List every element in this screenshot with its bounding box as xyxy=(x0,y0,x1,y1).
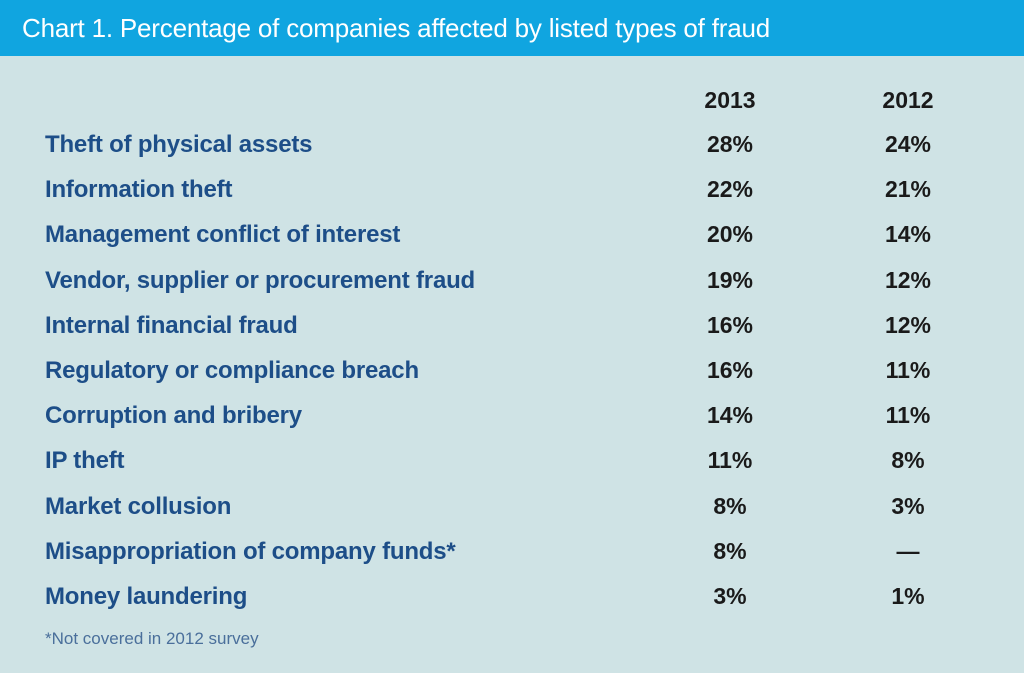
value-cell-2013: 22% xyxy=(706,176,754,202)
value-cell-2012: 12% xyxy=(884,267,932,293)
value-cell-2013: 28% xyxy=(706,131,754,157)
value-cell-2012: 21% xyxy=(884,176,932,202)
value-cell-2013: 16% xyxy=(706,312,754,338)
row-label: IP theft xyxy=(45,447,125,474)
value-cell-2012: 1% xyxy=(891,583,925,609)
row-label: Misappropriation of company funds* xyxy=(45,538,456,565)
table-row: Information theft 22% 21% xyxy=(0,176,1024,216)
table-row: Internal financial fraud 16% 12% xyxy=(0,312,1024,352)
column-header-2012: 2012 xyxy=(882,87,934,113)
value-cell-2013: 8% xyxy=(713,493,747,519)
table-row: Management conflict of interest 20% 14% xyxy=(0,221,1024,261)
value-cell-2012: 3% xyxy=(891,493,925,519)
row-label: Internal financial fraud xyxy=(45,312,298,339)
value-cell-2012: 8% xyxy=(891,447,925,473)
footnote: *Not covered in 2012 survey xyxy=(45,629,259,648)
value-cell-2012: 12% xyxy=(884,312,932,338)
value-cell-2013: 3% xyxy=(713,583,747,609)
title-bar: Chart 1. Percentage of companies affecte… xyxy=(0,0,1024,56)
table-row: IP theft 11% 8% xyxy=(0,447,1024,487)
row-label: Vendor, supplier or procurement fraud xyxy=(45,267,476,294)
value-cell-2012: — xyxy=(896,538,920,564)
row-label: Regulatory or compliance breach xyxy=(45,357,419,384)
table-row: Theft of physical assets 28% 24% xyxy=(0,131,1024,171)
value-cell-2012: 11% xyxy=(885,402,931,428)
value-cell-2013: 11% xyxy=(707,447,753,473)
table-row: Vendor, supplier or procurement fraud 19%… xyxy=(0,267,1024,307)
row-label: Money laundering xyxy=(45,583,248,610)
table-row: Misappropriation of company funds* 8% — xyxy=(0,538,1024,578)
table-row: Market collusion 8% 3% xyxy=(0,493,1024,533)
value-cell-2013: 20% xyxy=(706,221,754,247)
value-cell-2013: 19% xyxy=(706,267,754,293)
row-label: Management conflict of interest xyxy=(45,221,401,248)
row-label: Information theft xyxy=(45,176,233,203)
value-cell-2013: 8% xyxy=(713,538,747,564)
column-header-2013: 2013 xyxy=(704,87,756,113)
value-cell-2012: 11% xyxy=(885,357,931,383)
value-cell-2013: 16% xyxy=(706,357,754,383)
value-cell-2013: 14% xyxy=(706,402,754,428)
value-cell-2012: 24% xyxy=(884,131,932,157)
chart-title: Chart 1. Percentage of companies affecte… xyxy=(22,12,770,43)
row-label: Theft of physical assets xyxy=(45,131,313,158)
table-row: Corruption and bribery 14% 11% xyxy=(0,402,1024,442)
value-cell-2012: 14% xyxy=(884,221,932,247)
row-label: Market collusion xyxy=(45,493,232,520)
table-row: Money laundering 3% 1% xyxy=(0,583,1024,623)
row-label: Corruption and bribery xyxy=(45,402,302,429)
table-row: Regulatory or compliance breach 16% 11% xyxy=(0,357,1024,397)
